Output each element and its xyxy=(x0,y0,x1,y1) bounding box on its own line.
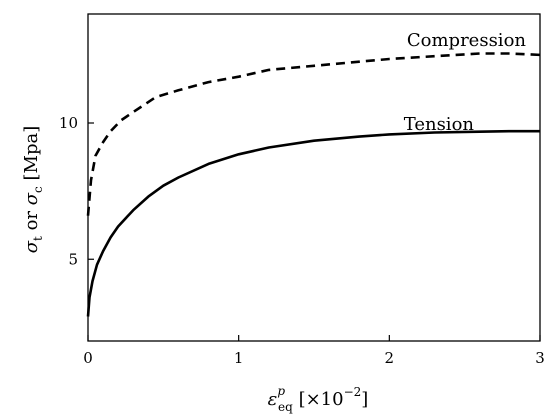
x-axis-label: εp eq [×10−2] xyxy=(268,384,369,414)
x-axis-label-unit-exponent: −2 xyxy=(344,385,362,399)
x-axis-label-symbol: ε xyxy=(268,389,278,410)
y-axis-label-or: or xyxy=(21,205,42,236)
x-tick-label-2: 2 xyxy=(385,349,395,367)
y-tick-label-0: 5 xyxy=(68,250,78,268)
y-axis-label-sigma-t: σ xyxy=(21,240,42,253)
x-axis-label-subscript: eq xyxy=(278,400,293,414)
series-line-tension xyxy=(86,129,540,317)
x-axis-label-unit-close: ] xyxy=(361,389,368,410)
x-tick-label-0: 0 xyxy=(83,349,93,367)
x-tick-label-3: 3 xyxy=(535,349,545,367)
y-axis-label-sub-t: t xyxy=(31,236,45,241)
y-tick-label-1: 10 xyxy=(59,114,78,132)
tick-labels: 0 1 2 3 5 10 xyxy=(59,114,545,367)
x-axis-label-unit: [×10 xyxy=(299,389,344,410)
y-axis-label-sub-c: c xyxy=(31,186,45,193)
y-axis-label-sigma-c: σ xyxy=(21,192,42,205)
x-tick-label-1: 1 xyxy=(234,349,244,367)
plot-frame xyxy=(87,13,541,342)
y-axis-label: σt or σc [Mpa] xyxy=(21,126,45,254)
series-line-compression xyxy=(86,52,541,216)
plot-lines xyxy=(86,52,541,317)
axis-ticks xyxy=(87,122,541,341)
y-axis-label-unit: [Mpa] xyxy=(21,126,42,186)
series-label-compression: Compression xyxy=(407,30,527,51)
x-axis-label-superscript: p xyxy=(277,384,285,398)
series-label-tension: Tension xyxy=(404,114,475,135)
